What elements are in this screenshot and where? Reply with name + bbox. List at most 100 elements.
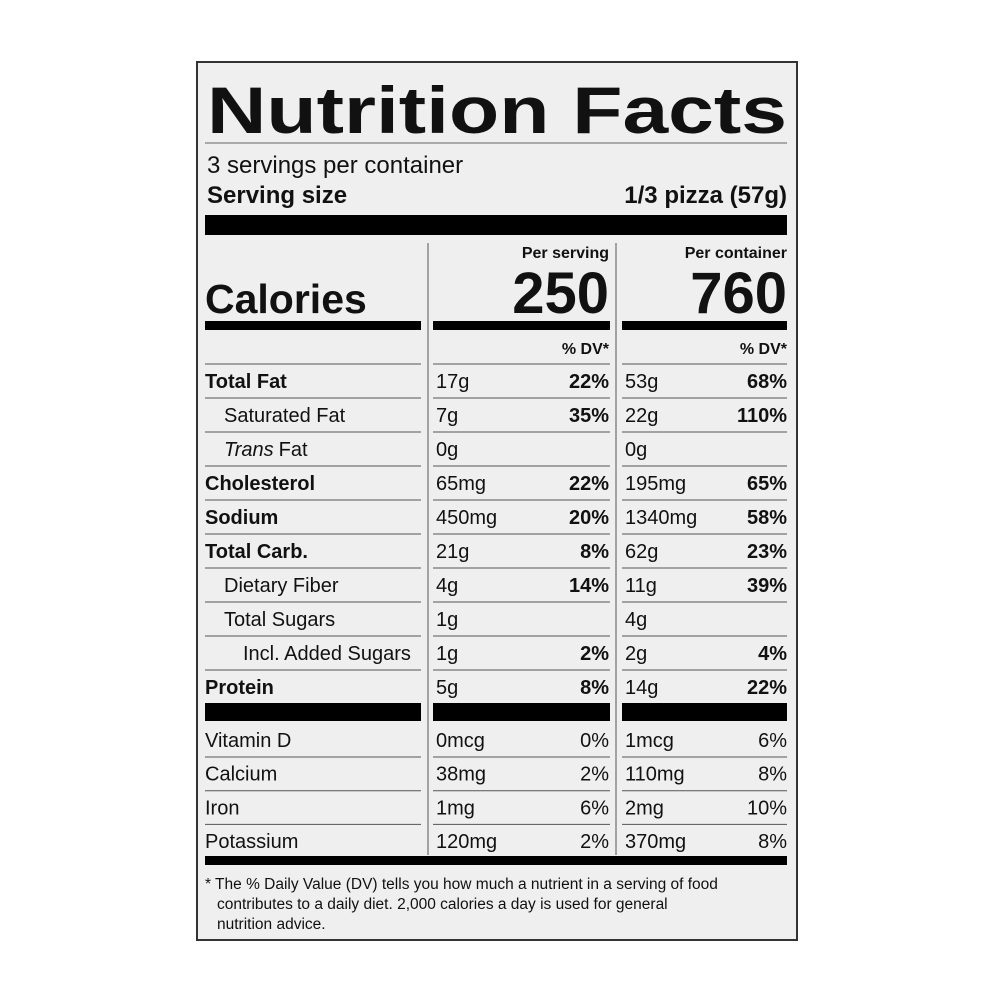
nutrient-name-text: Potassium [205,831,298,853]
serving-dv: 22% [569,371,609,393]
serving-amount: 450mg [436,507,497,529]
serving-dv: 8% [580,541,609,563]
bar [205,856,787,865]
title: Nutrition Facts [207,73,787,147]
serving-dv: 14% [569,575,609,597]
bar [205,703,421,721]
container-amount: 370mg [625,831,686,853]
calories-label: Calories [205,276,367,322]
serving-amount: 21g [436,541,469,563]
serving-amount: 5g [436,677,458,699]
nutrient-name: Total Sugars [224,609,335,631]
serving-dv: 2% [580,643,609,665]
serving-dv: 8% [580,677,609,699]
serving-dv: 2% [580,764,609,786]
nutrient-name-text: Protein [205,677,274,699]
dv-header: % DV* [740,341,788,358]
container-amount: 62g [625,541,658,563]
serving-dv: 20% [569,507,609,529]
serving-amount: 7g [436,405,458,427]
per-serving-header: Per serving [522,245,609,262]
bar [433,703,610,721]
nutrient-name-text: Incl. Added Sugars [243,643,411,665]
footnote: * The % Daily Value (DV) tells you how m… [205,876,718,893]
serving-amount: 1g [436,609,458,631]
container-amount: 1340mg [625,507,697,529]
container-amount: 0g [625,439,647,461]
nutrient-name: Total Fat [205,371,287,393]
serving-size-label: Serving size [207,182,347,209]
serving-amount: 0mcg [436,730,485,752]
nutrient-name-text: Total Sugars [224,609,335,631]
container-dv: 65% [747,473,787,495]
serving-amount: 1g [436,643,458,665]
container-amount: 14g [625,677,658,699]
calories-per-serving: 250 [512,261,609,326]
container-dv: 10% [747,797,787,819]
serving-amount: 38mg [436,764,486,786]
serving-amount: 65mg [436,473,486,495]
serving-dv: 35% [569,405,609,427]
container-amount: 22g [625,405,658,427]
serving-dv: 2% [580,831,609,853]
container-amount: 1mcg [625,730,674,752]
container-dv: 58% [747,507,787,529]
container-amount: 53g [625,371,658,393]
dv-header: % DV* [562,341,610,358]
container-amount: 4g [625,609,647,631]
nutrient-name-text: Vitamin D [205,730,291,752]
nutrient-name: Protein [205,677,274,699]
container-amount: 2mg [625,797,664,819]
bar [622,703,787,721]
serving-amount: 17g [436,371,469,393]
nutrient-name: Potassium [205,831,298,853]
bar [205,321,421,330]
nutrient-name: Incl. Added Sugars [243,643,411,665]
footnote: contributes to a daily diet. 2,000 calor… [217,896,668,913]
serving-dv: 6% [580,797,609,819]
nutrient-name-text: Sodium [205,507,278,529]
serving-amount: 4g [436,575,458,597]
container-amount: 11g [625,575,657,597]
container-dv: 8% [758,831,787,853]
thick-bar [205,215,787,235]
calories-per-container: 760 [690,261,787,326]
serving-amount: 0g [436,439,458,461]
serving-dv: 22% [569,473,609,495]
nutrient-name: Iron [205,797,239,819]
bar [433,321,610,330]
container-dv: 23% [747,541,787,563]
container-amount: 195mg [625,473,686,495]
nutrient-name-text: Iron [205,797,239,819]
nutrient-name: Sodium [205,507,278,529]
footnote: nutrition advice. [217,916,326,933]
nutrient-name: Total Carb. [205,541,308,563]
container-dv: 6% [758,730,787,752]
nutrient-name-text: Fat [279,439,308,461]
nutrient-name: Trans Fat [224,439,308,461]
nutrient-name-text: Dietary Fiber [224,575,339,597]
serving-size-value: 1/3 pizza (57g) [624,182,787,209]
nutrient-name-text: Saturated Fat [224,405,346,427]
nutrient-name: Cholesterol [205,473,315,495]
container-amount: 2g [625,643,647,665]
serving-amount: 1mg [436,797,475,819]
nutrient-name-text: Cholesterol [205,473,315,495]
nutrient-name-italic: Trans [224,439,274,461]
bar [622,321,787,330]
nutrient-name-text: Total Fat [205,371,287,393]
container-dv: 68% [747,371,787,393]
nutrient-name: Vitamin D [205,730,291,752]
nutrient-name-text: Total Carb. [205,541,308,563]
container-dv: 4% [758,643,787,665]
container-dv: 110% [737,405,787,427]
per-container-header: Per container [685,245,787,262]
container-amount: 110mg [625,764,685,786]
nutrient-name: Calcium [205,764,277,786]
container-dv: 39% [747,575,787,597]
serving-amount: 120mg [436,831,497,853]
nutrient-name: Dietary Fiber [224,575,339,597]
serving-dv: 0% [580,730,609,752]
